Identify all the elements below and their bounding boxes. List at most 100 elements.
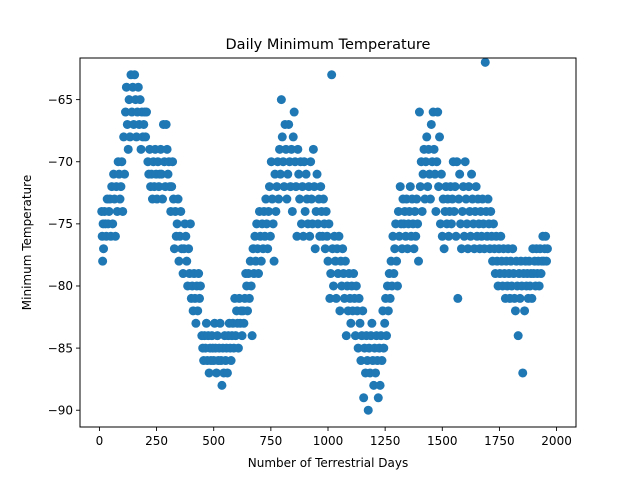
data-point <box>292 231 302 241</box>
data-point <box>367 318 377 328</box>
data-point <box>421 157 431 167</box>
data-point <box>463 244 473 254</box>
data-point <box>340 256 350 266</box>
data-point <box>412 194 422 204</box>
data-point <box>118 206 128 216</box>
y-axis-label: Minimum Temperature <box>20 175 34 310</box>
data-point <box>405 182 415 192</box>
data-point <box>185 219 195 229</box>
data-point <box>215 318 225 328</box>
data-point <box>390 244 400 254</box>
data-point <box>496 231 506 241</box>
data-point <box>184 244 194 254</box>
data-point <box>131 132 141 142</box>
data-point <box>278 157 288 167</box>
data-point <box>328 281 338 291</box>
data-point <box>394 231 404 241</box>
data-point <box>382 331 392 341</box>
data-point <box>486 206 496 216</box>
data-point <box>431 206 441 216</box>
data-point <box>536 269 546 279</box>
data-point <box>353 343 363 353</box>
data-point <box>279 182 289 192</box>
data-point <box>289 107 299 117</box>
data-point <box>295 194 305 204</box>
data-point <box>411 231 421 241</box>
data-point <box>461 194 471 204</box>
data-point <box>233 343 243 353</box>
data-point <box>318 194 328 204</box>
data-point <box>264 182 274 192</box>
data-point <box>291 182 301 192</box>
data-point <box>135 95 145 105</box>
data-point <box>195 281 205 291</box>
data-point <box>541 231 551 241</box>
data-point <box>426 119 436 129</box>
data-point <box>403 244 413 254</box>
data-point <box>410 206 420 216</box>
data-point <box>117 157 127 167</box>
data-point <box>116 182 126 192</box>
data-point <box>191 318 201 328</box>
data-point <box>467 169 477 179</box>
data-point <box>308 144 318 154</box>
data-point <box>287 206 297 216</box>
data-point <box>327 70 337 80</box>
data-point <box>377 356 387 366</box>
data-point <box>389 269 399 279</box>
data-point <box>133 82 143 92</box>
data-point <box>518 368 528 378</box>
data-point <box>341 331 351 341</box>
data-point <box>462 219 472 229</box>
data-point <box>435 219 445 229</box>
data-point <box>334 231 344 241</box>
x-tick-label: 2000 <box>541 434 572 448</box>
data-point <box>520 306 530 316</box>
data-point <box>534 281 544 291</box>
data-point <box>430 169 440 179</box>
data-point <box>282 194 292 204</box>
data-point <box>99 244 109 254</box>
data-point <box>142 107 152 117</box>
data-point <box>306 157 316 167</box>
data-point <box>124 95 134 105</box>
data-point <box>262 219 272 229</box>
data-point <box>276 95 286 105</box>
data-point <box>513 331 523 341</box>
data-point <box>266 157 276 167</box>
data-point <box>393 206 403 216</box>
data-point <box>415 182 425 192</box>
data-point <box>194 269 204 279</box>
data-point <box>369 380 379 390</box>
data-point <box>435 132 445 142</box>
y-axis: −90 −85 −80 −75 −70 −65 <box>48 93 80 417</box>
x-axis-label: Number of Terrestrial Days <box>248 456 409 470</box>
data-point <box>136 144 146 154</box>
data-point <box>373 393 383 403</box>
data-point <box>154 182 164 192</box>
data-point <box>169 244 179 254</box>
data-point <box>246 281 256 291</box>
data-point <box>323 256 333 266</box>
data-point <box>269 256 279 266</box>
data-point <box>162 144 172 154</box>
data-point <box>167 182 177 192</box>
data-point <box>313 219 323 229</box>
x-tick-label: 750 <box>259 434 282 448</box>
data-point <box>299 157 309 167</box>
x-tick-label: 1000 <box>313 434 344 448</box>
data-point <box>157 169 167 179</box>
data-point <box>272 182 282 192</box>
data-point <box>449 206 459 216</box>
data-point <box>349 269 359 279</box>
data-point <box>464 182 474 192</box>
data-point <box>321 206 331 216</box>
data-point <box>395 182 405 192</box>
data-point <box>450 182 460 192</box>
chart-title: Daily Minimum Temperature <box>226 37 431 53</box>
data-point <box>158 194 168 204</box>
data-point <box>392 256 402 266</box>
data-point <box>325 293 335 303</box>
y-tick-label: −90 <box>48 403 73 417</box>
data-point <box>288 132 298 142</box>
